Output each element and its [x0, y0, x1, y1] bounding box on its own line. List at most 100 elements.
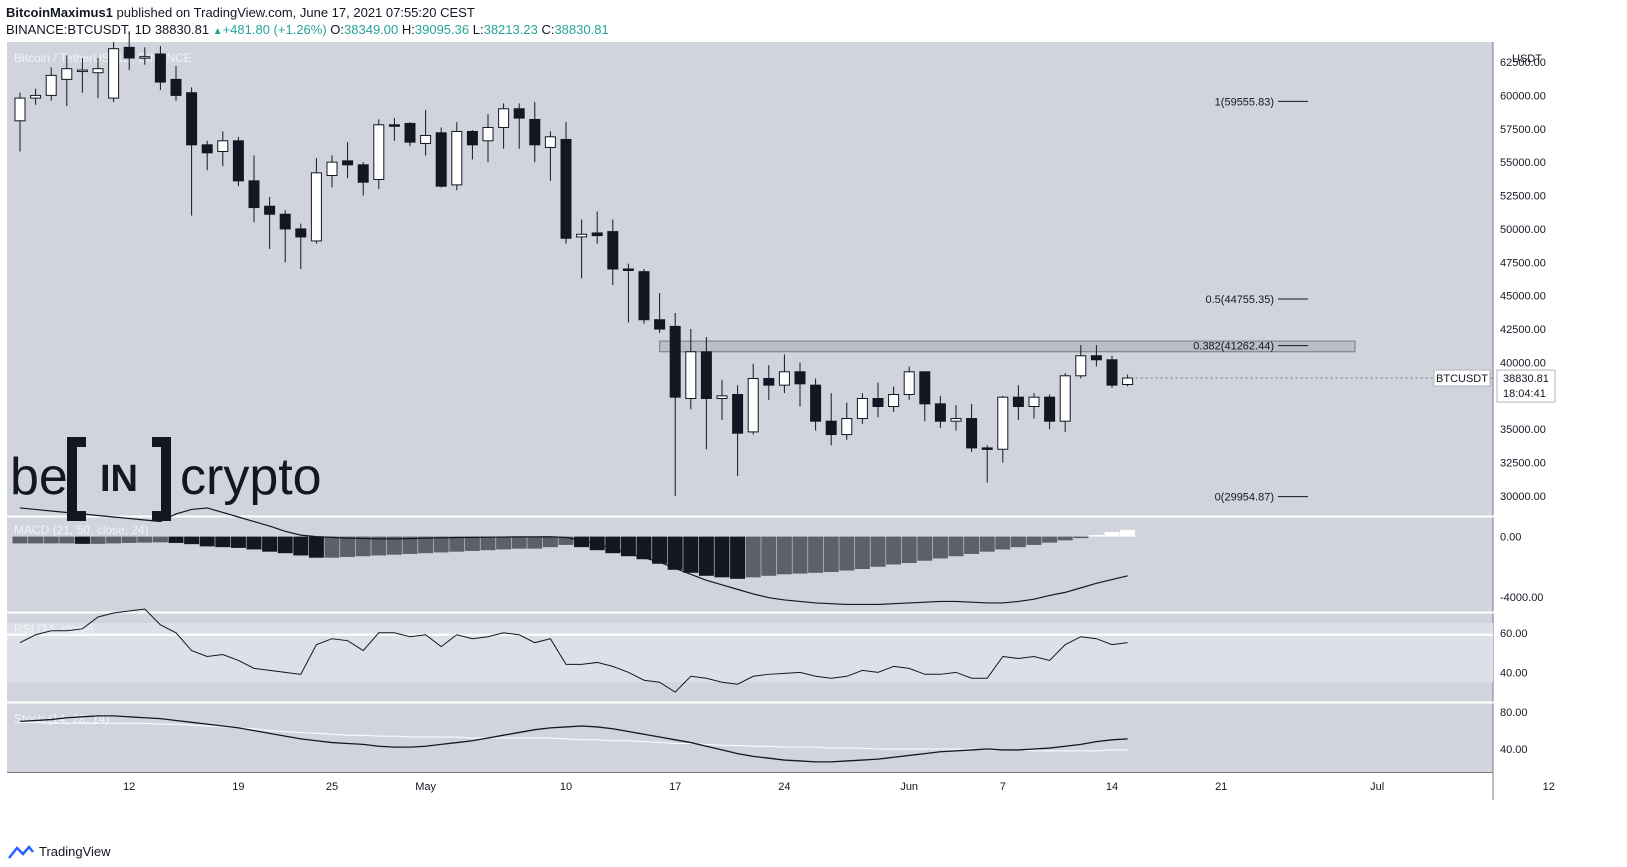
macd-histogram-bar	[293, 536, 309, 556]
candle-body	[888, 393, 900, 408]
candle-body	[622, 268, 634, 271]
time-tick-label: 25	[326, 781, 338, 793]
macd-histogram-bar	[262, 536, 278, 552]
macd-histogram-bar	[542, 536, 558, 548]
candle-body	[1075, 355, 1087, 377]
tradingview-logo-icon[interactable]	[8, 844, 34, 859]
price-tick-label: 55000.00	[1500, 157, 1546, 169]
high-label: H:	[401, 22, 415, 37]
price-tick-label: 35000.00	[1500, 424, 1546, 436]
fib-level-label: 1(59555.83)	[1215, 96, 1274, 108]
candle-body	[420, 134, 432, 144]
high-value: 39095.36	[414, 22, 470, 37]
macd-histogram-bar	[43, 536, 59, 544]
candle-body	[950, 418, 962, 422]
symbol-info: BINANCE:BTCUSDT, 1D	[6, 22, 152, 37]
time-tick-label: 10	[560, 781, 572, 793]
time-tick-label: May	[415, 781, 436, 793]
candle-body	[903, 371, 915, 395]
candle-body	[1059, 375, 1071, 422]
time-tick-label: Jun	[900, 781, 918, 793]
symbol-tag-box	[1433, 369, 1491, 387]
rsi-line	[19, 608, 1128, 693]
macd-histogram-bar	[59, 536, 75, 544]
price-chart-title: Bitcoin / TetherUS, 1D, BINANCE	[14, 51, 192, 65]
symbol-line: BINANCE:BTCUSDT, 1D 38830.81 ▲+481.80 (+…	[6, 22, 609, 37]
footer-brand[interactable]: TradingView	[39, 844, 111, 859]
publish-line: BitcoinMaximus1 published on TradingView…	[6, 5, 475, 20]
macd-histogram-bar	[854, 536, 870, 570]
candle-body	[232, 140, 244, 182]
macd-histogram-bar	[371, 536, 387, 556]
macd-histogram-bar	[386, 536, 402, 555]
stoch-k-line	[19, 715, 1128, 763]
author-name[interactable]: BitcoinMaximus1	[6, 5, 113, 20]
candle-body	[841, 418, 853, 436]
candle-body	[435, 132, 447, 187]
macd-histogram-bar	[652, 536, 668, 564]
time-tick-label: 12	[1543, 781, 1555, 793]
candle-body	[123, 46, 135, 59]
candle-body	[513, 108, 525, 119]
price-tick-label: 32500.00	[1500, 458, 1546, 470]
candle-body	[1044, 396, 1056, 422]
time-tick-label: 12	[123, 781, 135, 793]
candle-body	[544, 136, 556, 148]
candle-body	[92, 68, 104, 74]
candle-body	[404, 122, 416, 143]
macd-histogram-bar	[1120, 529, 1136, 537]
macd-tick-label: -4000.00	[1500, 592, 1543, 604]
macd-histogram-bar	[792, 536, 808, 574]
macd-histogram-bar	[1073, 536, 1089, 539]
low-label: L:	[472, 22, 484, 37]
macd-histogram-bar	[636, 536, 652, 560]
macd-histogram-bar	[215, 536, 231, 548]
macd-histogram-bar	[527, 536, 543, 549]
candle-body	[1122, 377, 1134, 385]
candle-body	[201, 144, 213, 154]
macd-histogram-bar	[917, 536, 933, 561]
close-label: C:	[541, 22, 555, 37]
candle-body	[669, 325, 681, 398]
last-price-box	[1496, 369, 1556, 403]
rsi-title: RSI (14, close)	[14, 622, 93, 636]
close-value: 38830.81	[554, 22, 609, 37]
candle-body	[264, 205, 276, 215]
macd-histogram-bar	[480, 536, 496, 551]
stoch-tick-label: 80.00	[1500, 707, 1528, 719]
time-tick-label: 17	[669, 781, 681, 793]
up-arrow-icon: ▲	[212, 26, 223, 37]
candle-body	[966, 418, 978, 449]
rsi-band	[7, 622, 1493, 683]
candle-body	[825, 420, 837, 436]
fib-level-label: 0(29954.87)	[1215, 492, 1274, 504]
candle-body	[654, 319, 666, 330]
footer: TradingView	[8, 844, 111, 859]
symbol-tag: BTCUSDT	[1436, 373, 1488, 385]
candle-body	[186, 92, 198, 146]
candle-body	[108, 48, 120, 99]
macd-histogram-bar	[698, 536, 714, 576]
candle-body	[856, 398, 868, 420]
candle-body	[61, 68, 73, 80]
macd-histogram-bar	[511, 536, 527, 549]
candle-body	[170, 78, 182, 96]
macd-histogram-bar	[948, 536, 964, 557]
macd-histogram-bar	[12, 536, 28, 544]
candle-body	[685, 351, 697, 400]
candle-body	[217, 140, 229, 152]
macd-histogram-bar	[277, 536, 293, 554]
candle-body	[388, 124, 400, 127]
macd-histogram-bar	[574, 536, 590, 548]
fib-level-label: 0.382(41262.44)	[1193, 341, 1274, 353]
candle-body	[466, 130, 478, 146]
price-tick-label: 47500.00	[1500, 257, 1546, 269]
candle-body	[498, 108, 510, 128]
macd-histogram-bar	[776, 536, 792, 575]
candle-body	[560, 138, 572, 239]
macd-histogram-bar	[1088, 535, 1104, 537]
price-tick-label: 57500.00	[1500, 124, 1546, 136]
macd-histogram-bar	[496, 536, 512, 550]
macd-histogram-bar	[1104, 532, 1120, 537]
